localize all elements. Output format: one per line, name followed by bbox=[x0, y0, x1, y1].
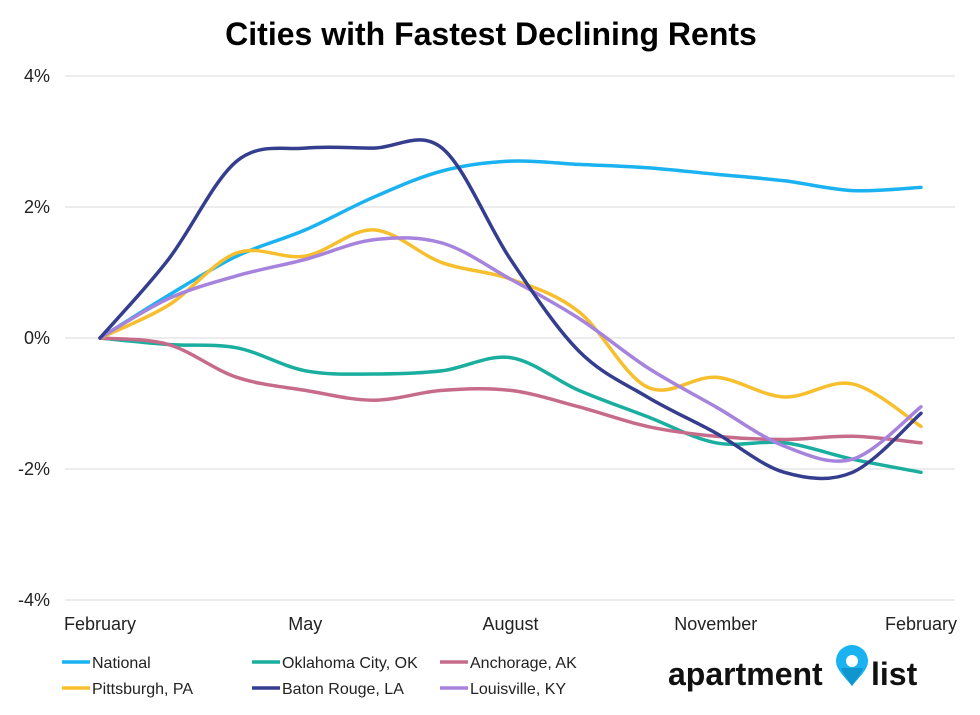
x-tick-label: August bbox=[482, 614, 538, 634]
x-tick-label: February bbox=[64, 614, 136, 634]
legend-label-oklahoma-city-ok: Oklahoma City, OK bbox=[282, 655, 418, 672]
series-line-oklahoma-city-ok bbox=[98, 336, 923, 475]
y-axis-ticks: 4% 2% 0% -2% -4% bbox=[18, 66, 50, 610]
x-tick-label: February bbox=[885, 614, 957, 634]
legend-label-national: National bbox=[92, 655, 151, 672]
map-pin-icon bbox=[836, 645, 868, 686]
series-layer bbox=[98, 138, 923, 481]
x-tick-label: May bbox=[288, 614, 322, 634]
series-line-national bbox=[98, 159, 923, 340]
y-tick-label: -2% bbox=[18, 459, 50, 479]
brand-text-list: list bbox=[871, 656, 918, 692]
legend-label-baton-rouge-la: Baton Rouge, LA bbox=[282, 681, 404, 698]
series-line-anchorage-ak bbox=[98, 336, 923, 445]
legend-label-anchorage-ak: Anchorage, AK bbox=[470, 655, 577, 672]
y-tick-label: 2% bbox=[24, 197, 50, 217]
legend-label-louisville-ky: Louisville, KY bbox=[470, 681, 566, 698]
legend: National Oklahoma City, OK Anchorage, AK Pi… bbox=[62, 655, 577, 698]
series-line-louisville-ky bbox=[98, 236, 923, 463]
y-tick-label: -4% bbox=[18, 590, 50, 610]
y-tick-label: 0% bbox=[24, 328, 50, 348]
legend-label-pittsburgh-pa: Pittsburgh, PA bbox=[92, 681, 193, 698]
grid-layer bbox=[65, 75, 955, 601]
x-tick-label: November bbox=[674, 614, 757, 634]
y-tick-label: 4% bbox=[24, 66, 50, 86]
brand-text-apartment: apartment bbox=[668, 656, 823, 692]
series-line-baton-rouge-la bbox=[98, 138, 923, 481]
brand-logo: apartment list bbox=[668, 645, 918, 692]
x-axis-ticks: February May August November February bbox=[64, 614, 957, 634]
chart-title: Cities with Fastest Declining Rents bbox=[225, 16, 757, 52]
